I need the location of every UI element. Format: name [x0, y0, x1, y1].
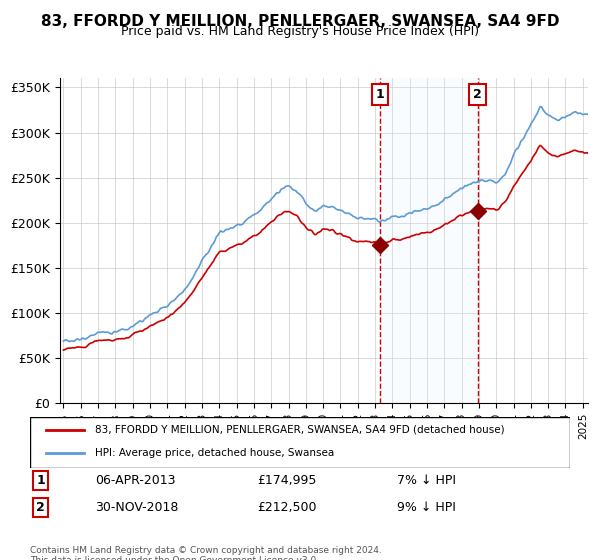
Text: 83, FFORDD Y MEILLION, PENLLERGAER, SWANSEA, SA4 9FD (detached house): 83, FFORDD Y MEILLION, PENLLERGAER, SWAN… — [95, 425, 505, 435]
Bar — [380, 78, 478, 403]
Text: 1: 1 — [37, 474, 45, 487]
Text: 83, FFORDD Y MEILLION, PENLLERGAER, SWANSEA, SA4 9FD: 83, FFORDD Y MEILLION, PENLLERGAER, SWAN… — [41, 14, 559, 29]
Text: 2: 2 — [473, 88, 482, 101]
Text: £212,500: £212,500 — [257, 501, 316, 514]
Text: HPI: Average price, detached house, Swansea: HPI: Average price, detached house, Swan… — [95, 449, 334, 459]
FancyBboxPatch shape — [30, 417, 570, 468]
Text: 1: 1 — [376, 88, 384, 101]
Text: 7% ↓ HPI: 7% ↓ HPI — [397, 474, 456, 487]
Text: 9% ↓ HPI: 9% ↓ HPI — [397, 501, 456, 514]
Text: Price paid vs. HM Land Registry's House Price Index (HPI): Price paid vs. HM Land Registry's House … — [121, 25, 479, 38]
Text: 2: 2 — [37, 501, 45, 514]
Text: 06-APR-2013: 06-APR-2013 — [95, 474, 175, 487]
Text: £174,995: £174,995 — [257, 474, 316, 487]
Text: Contains HM Land Registry data © Crown copyright and database right 2024.
This d: Contains HM Land Registry data © Crown c… — [30, 546, 382, 560]
Text: 30-NOV-2018: 30-NOV-2018 — [95, 501, 178, 514]
